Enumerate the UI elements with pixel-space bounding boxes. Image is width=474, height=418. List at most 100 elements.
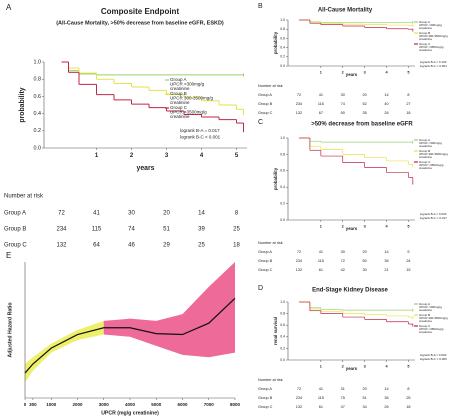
y-tick-label: 1.0 bbox=[280, 18, 285, 22]
legend-label: Group B bbox=[170, 91, 187, 96]
y-tick-label: 0.4 bbox=[34, 111, 42, 117]
step-riser bbox=[68, 62, 244, 131]
legend-label: creatinine bbox=[170, 114, 190, 119]
risk-count: 20 bbox=[363, 250, 367, 254]
y-axis-label: probability bbox=[19, 87, 26, 122]
legend-label: UPCR <300mg/g bbox=[419, 305, 442, 309]
x-tick-label: 4000 bbox=[125, 402, 136, 407]
annotation: logrank B-A = 0.003 bbox=[420, 353, 447, 357]
x-tick-label: 1 bbox=[95, 153, 99, 159]
legend-label: Group C bbox=[170, 105, 188, 110]
risk-count: 132 bbox=[56, 243, 67, 249]
x-tick-label: 5 bbox=[407, 70, 409, 74]
risk-count: 61 bbox=[319, 405, 323, 409]
risk-count: 8 bbox=[235, 211, 239, 217]
legend-label: Group C bbox=[419, 160, 431, 164]
y-tick-label: 0.2 bbox=[280, 202, 285, 206]
x-tick-label: 5000 bbox=[151, 402, 162, 407]
x-tick-label: 1 bbox=[320, 70, 322, 74]
risk-count: 20 bbox=[163, 211, 170, 217]
annotation: logrank B-A = 0.017 bbox=[180, 128, 220, 133]
y-tick-label: 0.2 bbox=[280, 55, 285, 59]
legend-label: creatinine bbox=[170, 100, 190, 105]
x-tick-label: 3 bbox=[364, 224, 366, 228]
risk-count: 234 bbox=[296, 396, 302, 400]
chart-title: >50% decrease from baseline eGFR bbox=[311, 122, 413, 128]
risk-count: 51 bbox=[363, 396, 367, 400]
risk-group: Group A bbox=[258, 250, 272, 254]
risk-count: 29 bbox=[163, 243, 170, 249]
chart-title: All-Cause Mortality bbox=[318, 8, 373, 14]
x-tick-label: 4 bbox=[200, 153, 204, 159]
risk-count: 25 bbox=[198, 243, 205, 249]
risk-count: 9 bbox=[407, 250, 409, 254]
risk-group: Group A bbox=[258, 387, 272, 391]
risk-count: 132 bbox=[296, 405, 302, 409]
risk-count: 42 bbox=[341, 268, 345, 272]
confidence-band bbox=[25, 320, 104, 383]
risk-count: 51 bbox=[163, 227, 170, 233]
risk-count: 115 bbox=[318, 396, 324, 400]
risk-count: 14 bbox=[384, 250, 388, 254]
legend-label: UPCR <300mg/g bbox=[170, 82, 205, 87]
step-riser bbox=[309, 302, 344, 311]
x-tick-label: 4 bbox=[385, 364, 388, 368]
y-tick-label: 0.4 bbox=[280, 46, 285, 50]
chart-title: Composite Endpoint bbox=[101, 7, 180, 16]
legend-label: UPCR 300-3500mg/g bbox=[419, 316, 448, 320]
y-tick-label: 0.6 bbox=[280, 36, 285, 40]
risk-count: 52 bbox=[363, 102, 367, 106]
annotation: logrank B-A = 0.163 bbox=[420, 60, 447, 64]
risk-table-title: Number at risk bbox=[258, 378, 283, 382]
legend-label: UPCR <300mg/g bbox=[419, 141, 442, 145]
risk-count: 234 bbox=[56, 227, 67, 233]
risk-count: 20 bbox=[363, 387, 367, 391]
legend-label: UPCR >3500mg/g bbox=[419, 327, 444, 331]
legend-label: creatinine bbox=[419, 26, 432, 30]
legend-label: creatinine bbox=[419, 48, 432, 52]
x-tick-label: 3 bbox=[165, 153, 169, 159]
risk-count: 24 bbox=[406, 259, 410, 263]
risk-count: 72 bbox=[297, 93, 301, 97]
risk-count: 72 bbox=[297, 387, 301, 391]
risk-table-title: Number at risk bbox=[258, 241, 283, 245]
risk-count: 67 bbox=[319, 111, 323, 115]
x-tick-label: 5 bbox=[407, 224, 409, 228]
risk-count: 30 bbox=[363, 268, 367, 272]
risk-group: Group C bbox=[258, 268, 273, 272]
y-tick-label: 0.6 bbox=[280, 169, 285, 173]
panel-label: C bbox=[258, 119, 263, 126]
risk-count: 18 bbox=[233, 243, 240, 249]
legend-label: creatinine bbox=[419, 144, 432, 148]
x-tick-label: 8000 bbox=[230, 402, 241, 407]
y-tick-label: 0.8 bbox=[34, 77, 42, 83]
risk-count: 46 bbox=[128, 243, 135, 249]
step-riser bbox=[68, 62, 244, 114]
y-tick-label: 0.6 bbox=[34, 94, 42, 100]
step-riser bbox=[309, 138, 322, 143]
y-tick-label: 0.6 bbox=[280, 323, 285, 327]
step-riser bbox=[309, 302, 414, 326]
risk-count: 14 bbox=[384, 93, 388, 97]
legend-label: creatinine bbox=[419, 166, 432, 170]
x-axis-label: years bbox=[346, 72, 358, 77]
risk-count: 72 bbox=[58, 211, 65, 217]
risk-count: 234 bbox=[296, 259, 302, 263]
risk-count: 75 bbox=[341, 396, 345, 400]
y-tick-label: 0.4 bbox=[280, 335, 285, 339]
y-axis-label: probability bbox=[273, 31, 278, 54]
risk-group: Group B bbox=[258, 102, 273, 106]
annotation: logrank B-C = 0.017 bbox=[420, 216, 447, 220]
risk-count: 50 bbox=[363, 259, 367, 263]
risk-count: 116 bbox=[318, 102, 324, 106]
risk-count: 132 bbox=[296, 268, 302, 272]
x-axis-label: UPCR (mg/g creatinine) bbox=[101, 410, 159, 416]
risk-count: 41 bbox=[93, 211, 100, 217]
risk-count: 74 bbox=[341, 102, 345, 106]
risk-count: 25 bbox=[406, 396, 410, 400]
risk-count: 115 bbox=[318, 259, 324, 263]
risk-count: 27 bbox=[406, 102, 410, 106]
panel-label: B bbox=[258, 3, 263, 10]
risk-count: 14 bbox=[384, 387, 388, 391]
